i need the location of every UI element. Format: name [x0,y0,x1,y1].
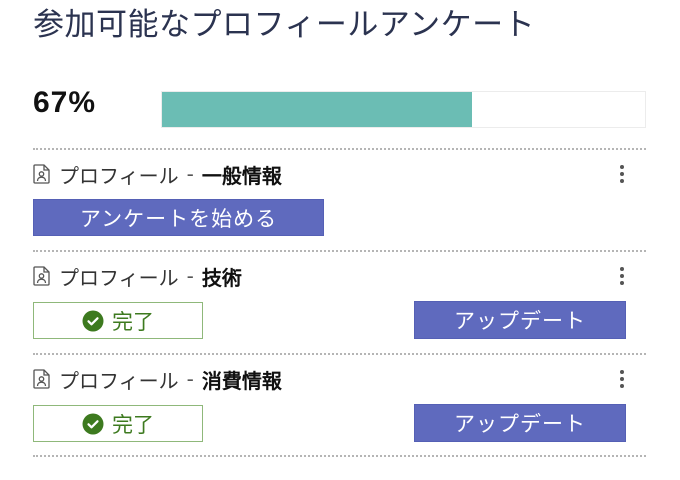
complete-badge: 完了 [33,405,203,442]
complete-badge: 完了 [33,302,203,339]
more-vertical-icon [620,267,624,271]
more-options-button[interactable] [612,162,632,186]
document-person-icon [33,369,50,389]
page-title: 参加可能なプロフィールアンケート [33,7,536,43]
progress-bar [161,91,646,128]
update-button[interactable]: アップデート [414,301,626,339]
progress-percent: 67% [33,86,97,119]
progress-bar-fill [162,92,473,127]
survey-separator: - [186,264,194,288]
more-vertical-icon [620,165,624,169]
complete-label: 完了 [112,412,154,437]
start-survey-button[interactable]: アンケートを始める [33,199,324,236]
document-person-icon [33,266,50,286]
divider [33,353,646,355]
divider [33,250,646,252]
divider [33,455,646,457]
document-person-icon [33,164,50,184]
survey-name: 一般情報 [201,163,282,188]
survey-row-title: プロフィール - 一般情報 [33,161,282,188]
survey-prefix: プロフィール [59,163,179,188]
survey-name: 技術 [201,265,242,290]
check-circle-icon [82,310,104,331]
complete-label: 完了 [112,309,154,334]
survey-prefix: プロフィール [59,368,179,393]
more-vertical-icon [620,370,624,374]
more-options-button[interactable] [612,367,632,391]
divider [33,148,646,150]
more-options-button[interactable] [612,264,632,288]
survey-separator: - [186,367,194,391]
check-circle-icon [82,413,104,434]
update-button[interactable]: アップデート [414,404,626,442]
survey-row-title: プロフィール - 消費情報 [33,366,282,393]
survey-name: 消費情報 [201,368,282,393]
survey-separator: - [186,162,194,186]
survey-row-title: プロフィール - 技術 [33,263,242,290]
survey-prefix: プロフィール [59,265,179,290]
